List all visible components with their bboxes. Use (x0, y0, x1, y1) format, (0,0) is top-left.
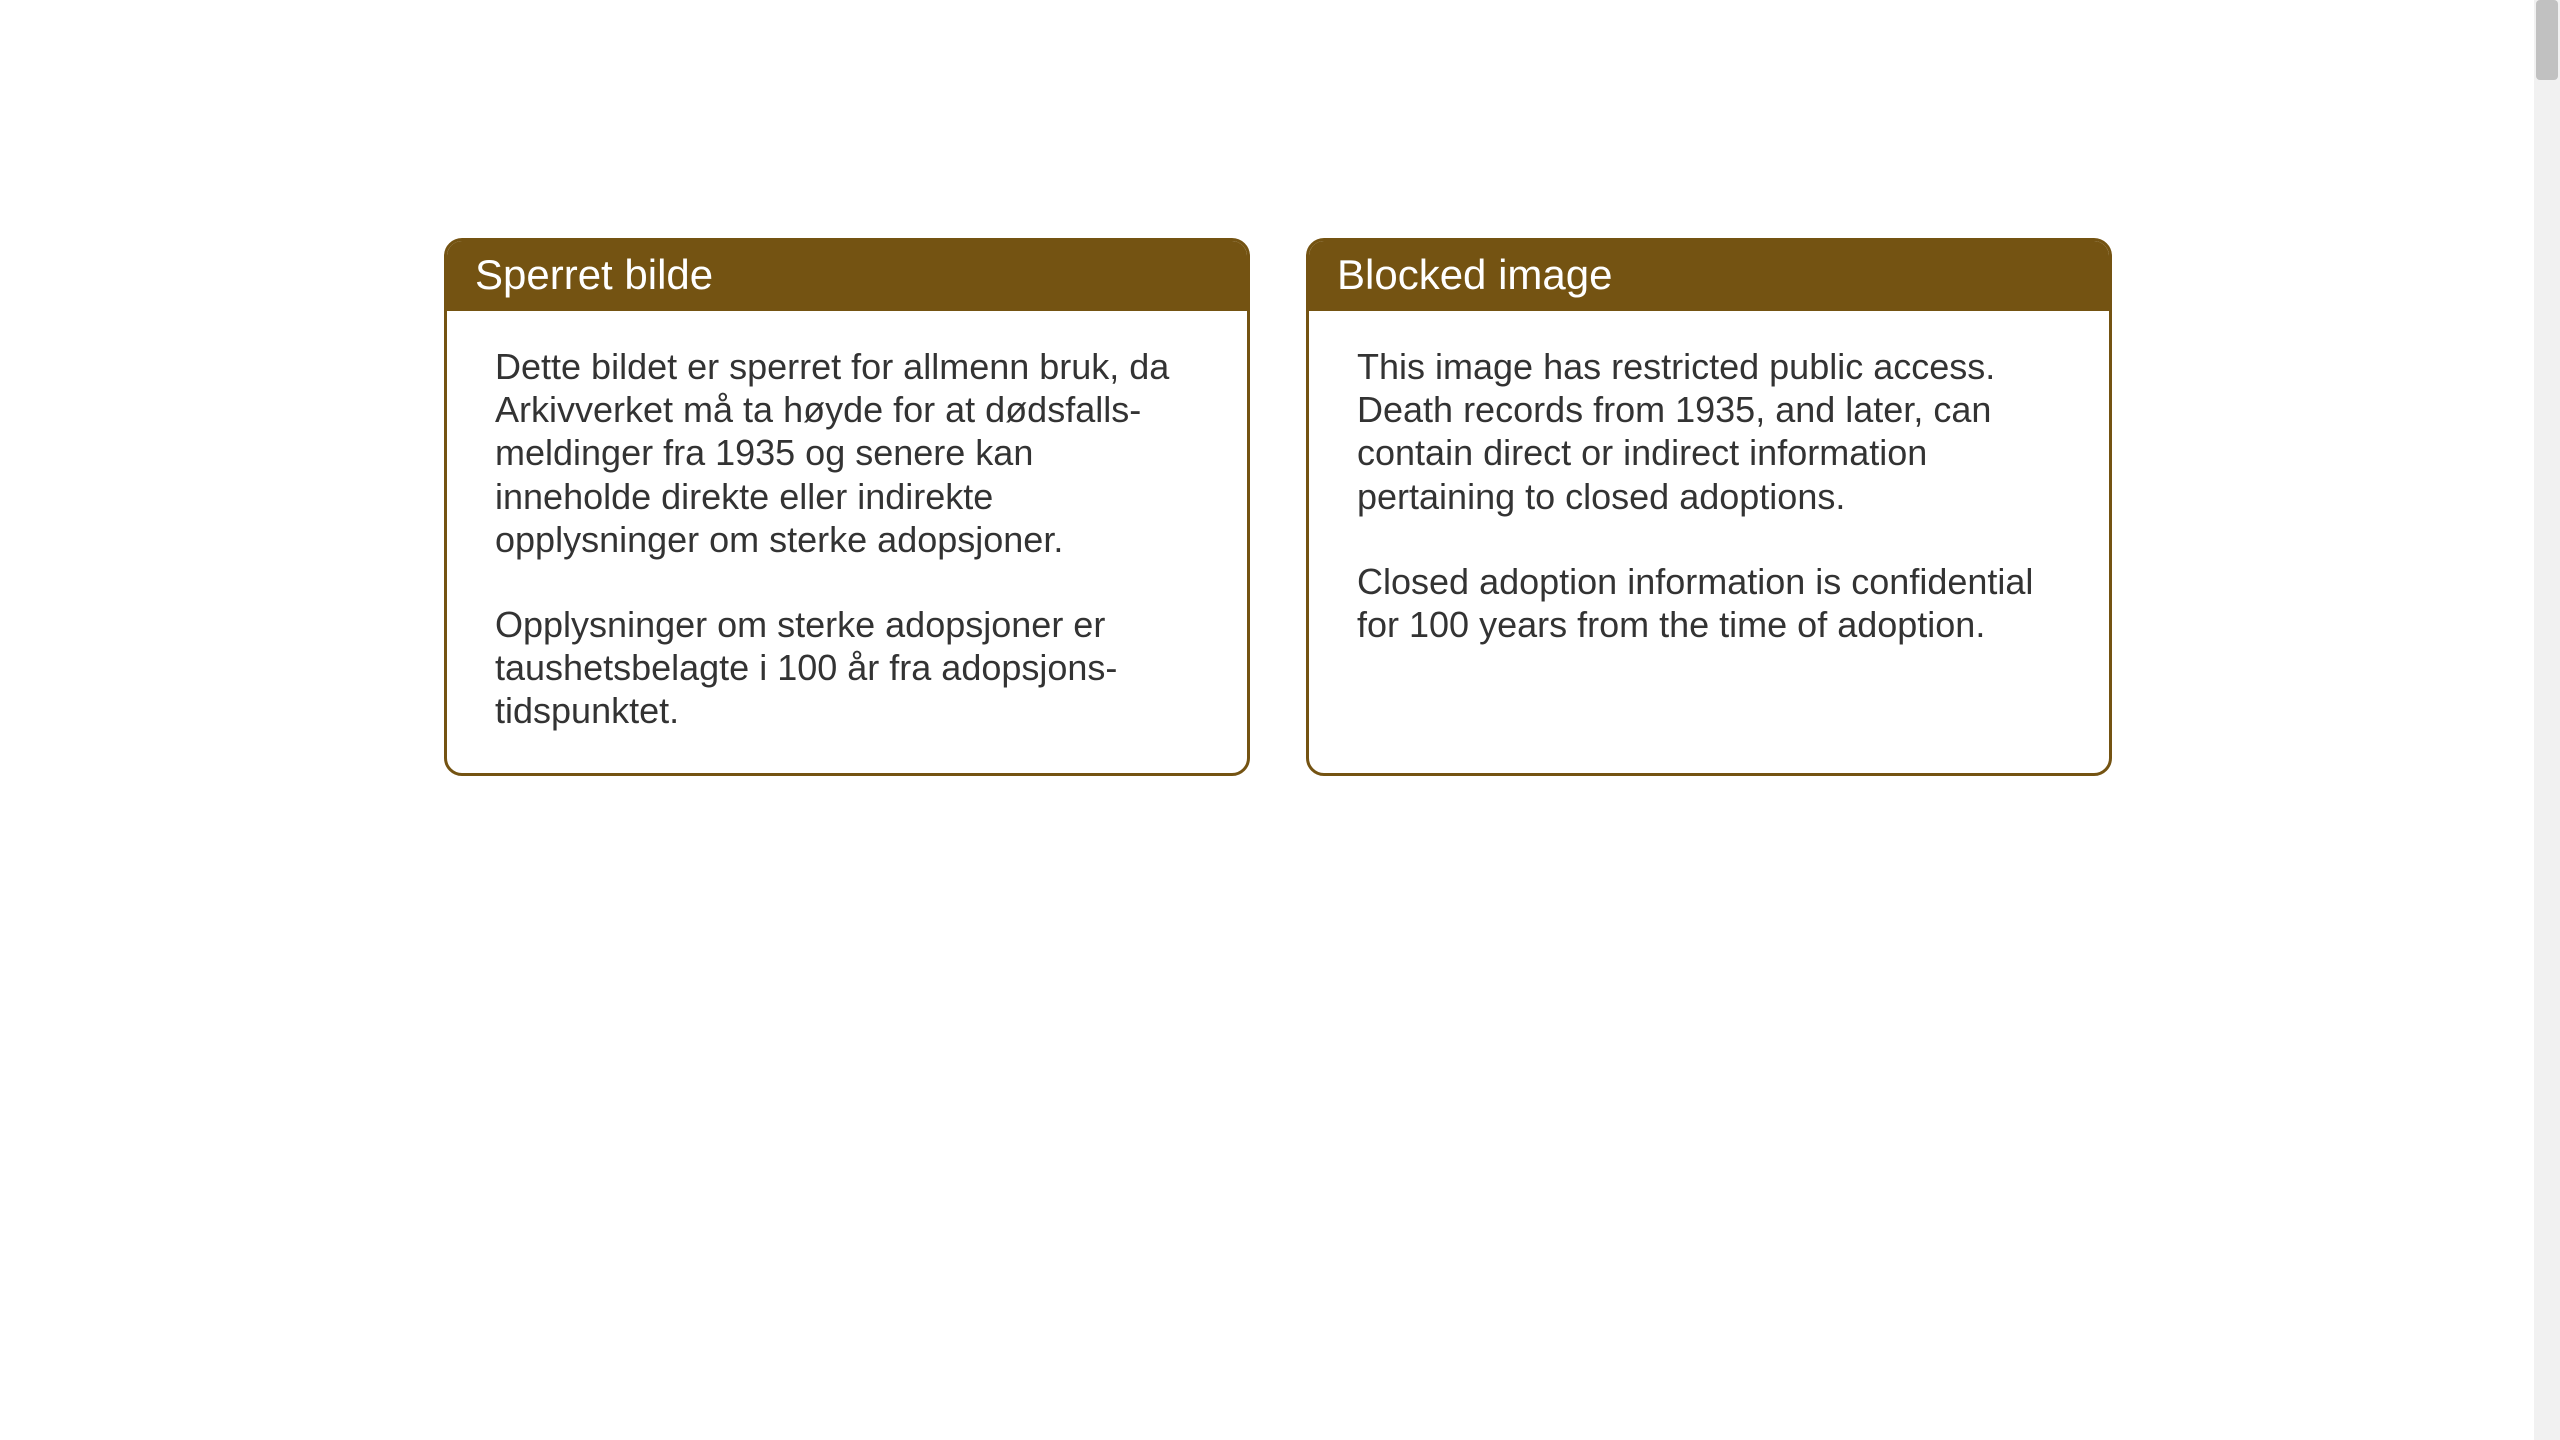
vertical-scrollbar[interactable] (2534, 0, 2560, 1440)
card-body-english: This image has restricted public access.… (1309, 311, 2109, 686)
card-paragraph: Closed adoption information is confident… (1357, 560, 2061, 646)
card-title-english: Blocked image (1337, 251, 1612, 298)
card-paragraph: Dette bildet er sperret for allmenn bruk… (495, 345, 1199, 561)
card-body-norwegian: Dette bildet er sperret for allmenn bruk… (447, 311, 1247, 773)
info-card-norwegian: Sperret bilde Dette bildet er sperret fo… (444, 238, 1250, 776)
scrollbar-thumb[interactable] (2536, 0, 2558, 80)
card-paragraph: This image has restricted public access.… (1357, 345, 2061, 518)
card-header-norwegian: Sperret bilde (447, 241, 1247, 311)
card-title-norwegian: Sperret bilde (475, 251, 713, 298)
card-header-english: Blocked image (1309, 241, 2109, 311)
card-paragraph: Opplysninger om sterke adopsjoner er tau… (495, 603, 1199, 733)
info-cards-container: Sperret bilde Dette bildet er sperret fo… (444, 238, 2112, 776)
info-card-english: Blocked image This image has restricted … (1306, 238, 2112, 776)
